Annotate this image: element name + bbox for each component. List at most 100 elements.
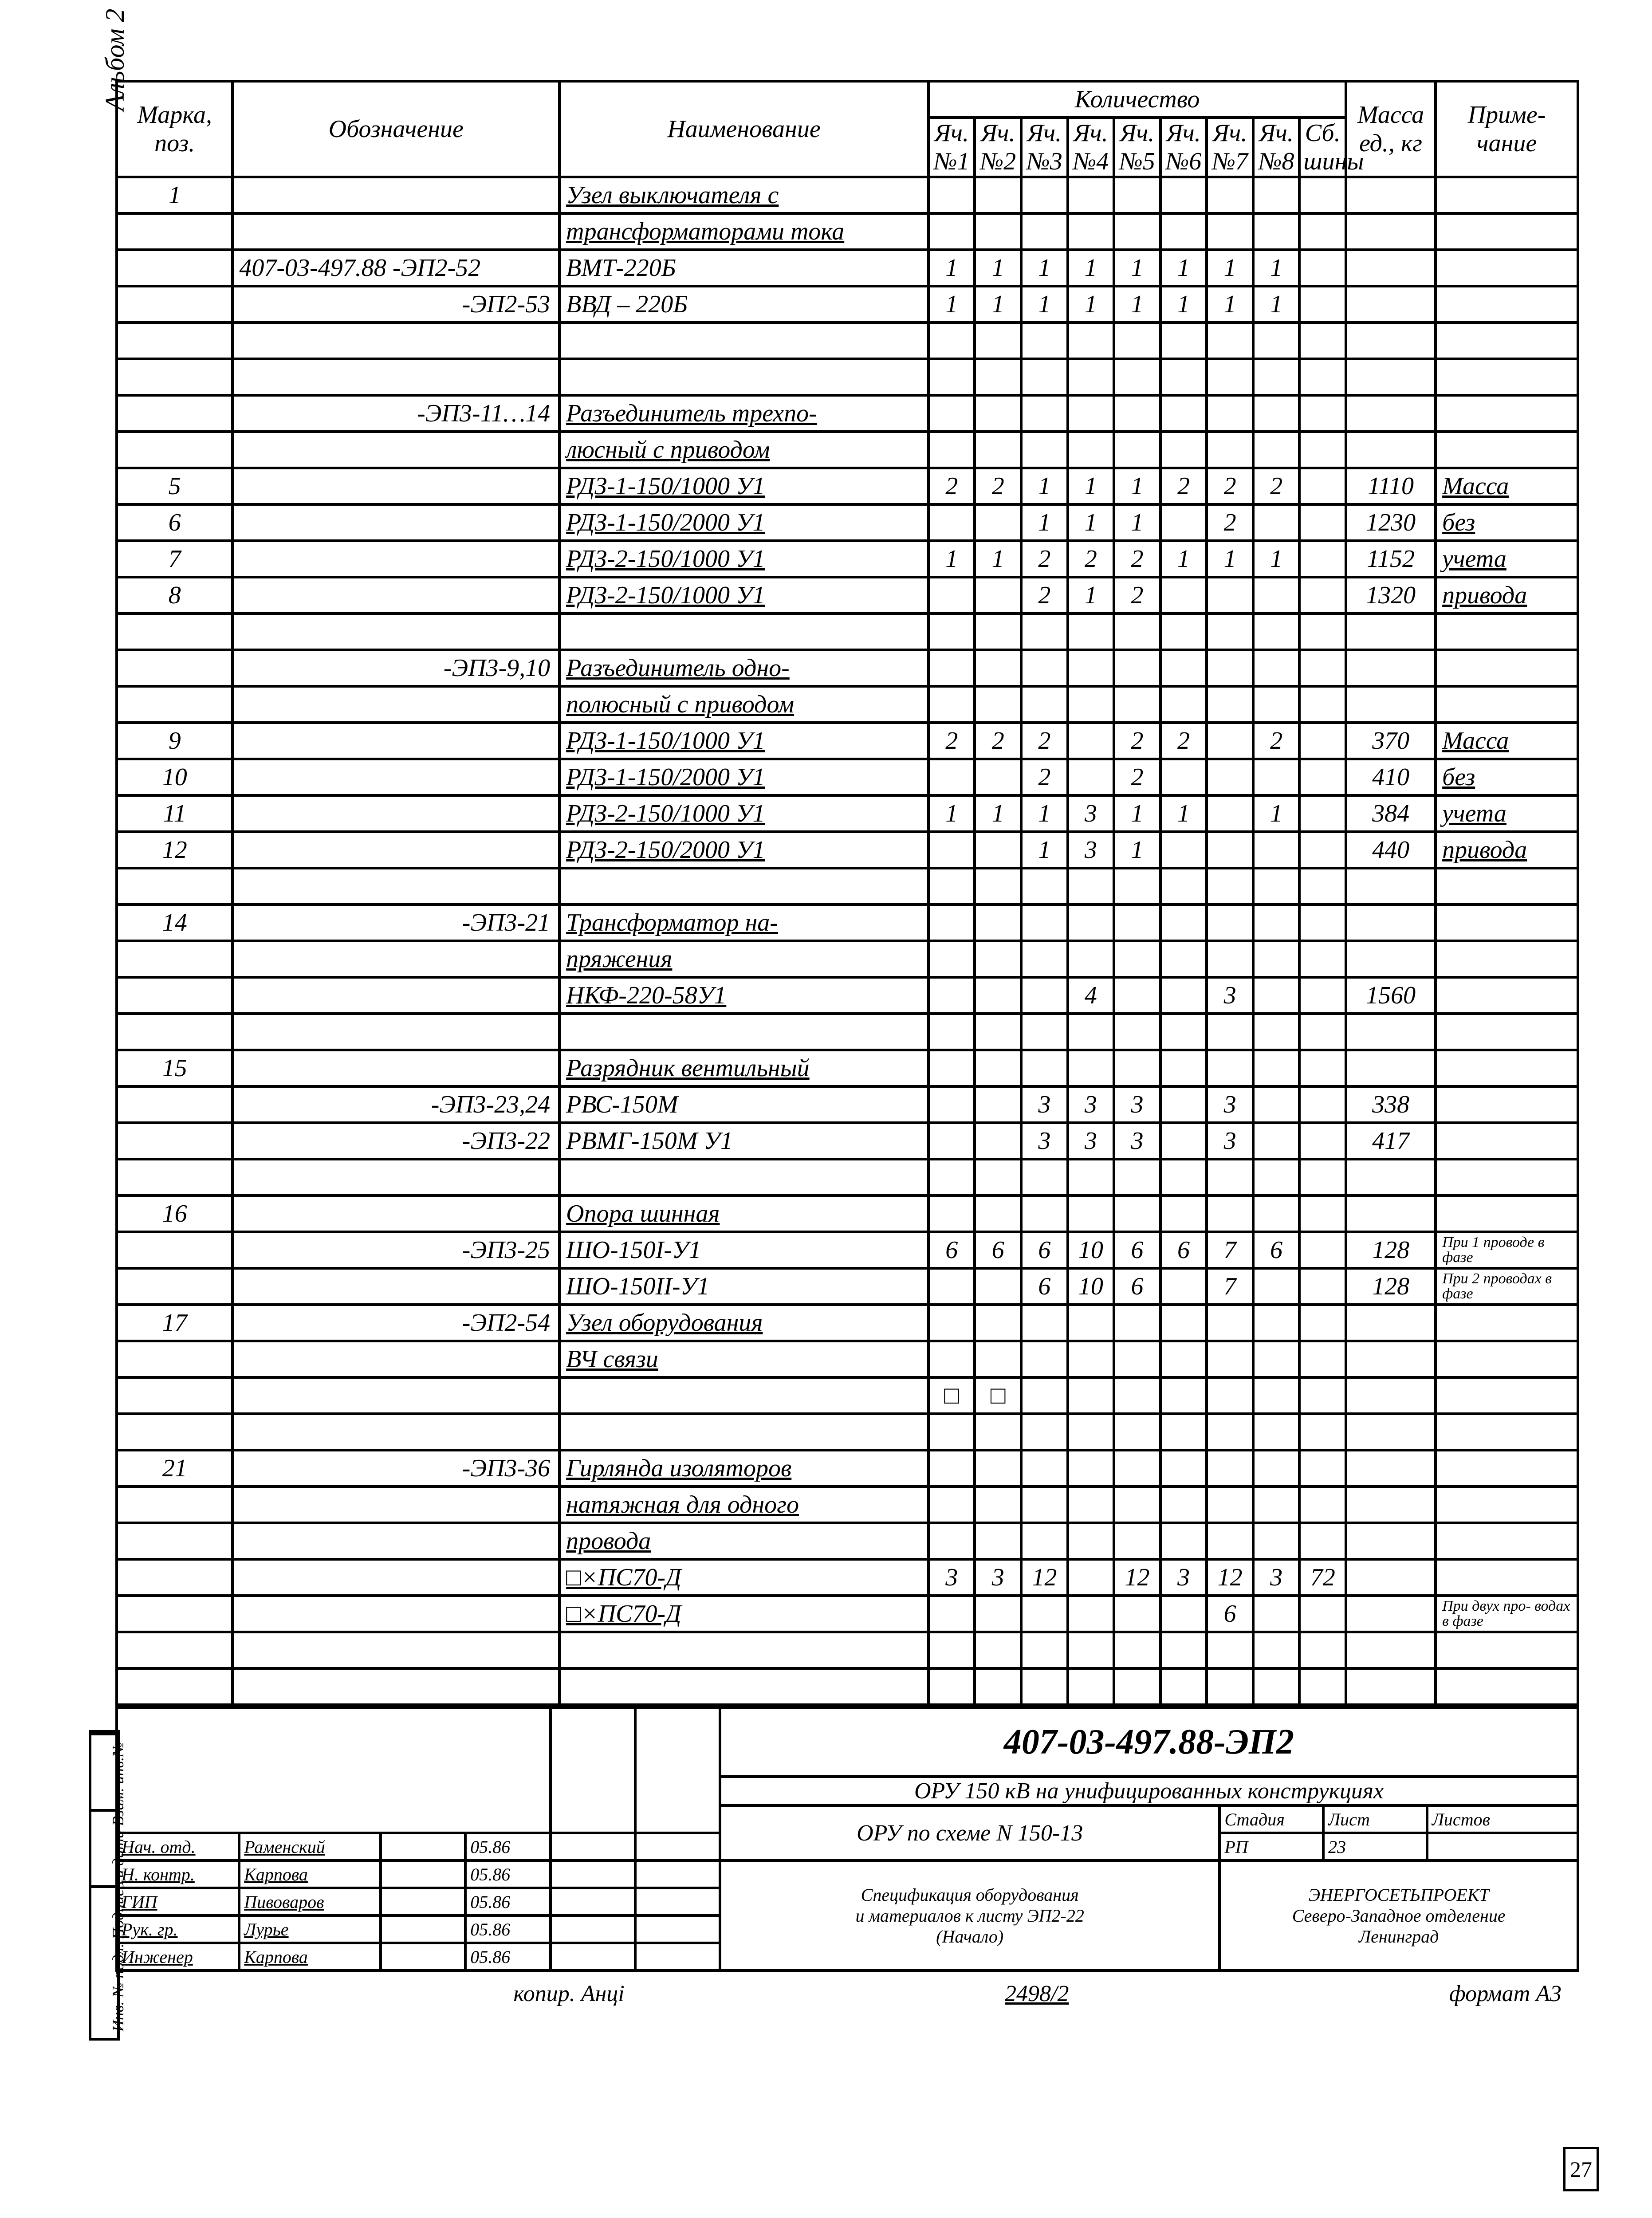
table-row: -ЭП3-9,10Разъединитель одно- <box>117 650 1578 686</box>
table-row: 6РДЗ-1-150/2000 У111121230без <box>117 504 1578 541</box>
tb-line2: ОРУ по схеме N 150-13 <box>720 1805 1219 1860</box>
tb-stage: РП <box>1219 1833 1323 1860</box>
table-row: ШО-150II-У161067128При 2 проводах в фазе <box>117 1268 1578 1305</box>
tb-role-cell <box>551 1943 635 1970</box>
page-number: 27 <box>1563 2147 1599 2191</box>
tb-role-cell: 05.86 <box>465 1943 550 1970</box>
table-row <box>117 1159 1578 1196</box>
table-row <box>117 1668 1578 1705</box>
table-row <box>117 359 1578 395</box>
table-row <box>117 1414 1578 1450</box>
hdr-qty-6: Яч. №7 <box>1207 118 1253 177</box>
table-row: полюсный с приводом <box>117 686 1578 723</box>
table-row: пряжения <box>117 941 1578 977</box>
table-row: 8РДЗ-2-150/1000 У12121320привода <box>117 577 1578 613</box>
tb-role-cell: 05.86 <box>465 1833 550 1860</box>
hdr-name: Наименование <box>559 81 928 177</box>
tb-sheets-h: Листов <box>1427 1805 1578 1833</box>
tb-role-cell <box>551 1833 635 1860</box>
table-row: 16Опора шинная <box>117 1196 1578 1232</box>
hdr-pos: Марка, поз. <box>117 81 232 177</box>
tb-stage-h: Стадия <box>1219 1805 1323 1833</box>
table-row <box>117 1014 1578 1050</box>
table-row <box>117 868 1578 905</box>
tb-role-cell: Пивоваров <box>239 1888 381 1915</box>
table-row: -ЭП2-53ВВД – 220Б11111111 <box>117 286 1578 322</box>
tb-org: ЭНЕРГОСЕТЬПРОЕКТ Северо-Западное отделен… <box>1219 1860 1578 1970</box>
table-row: НКФ-220-58У1431560 <box>117 977 1578 1014</box>
table-row <box>117 1632 1578 1668</box>
table-row: -ЭП3-25ШО-150I-У1666106676128При 1 прово… <box>117 1232 1578 1268</box>
tb-role-cell: 05.86 <box>465 1915 550 1943</box>
table-row: 11РДЗ-2-150/1000 У11113111384учета <box>117 795 1578 832</box>
table-row: 7РДЗ-2-150/1000 У1112221111152учета <box>117 541 1578 577</box>
tb-sheet-h: Лист <box>1323 1805 1427 1833</box>
table-row: провода <box>117 1523 1578 1559</box>
hdr-qty: Количество <box>928 81 1346 118</box>
tb-role-cell <box>381 1860 465 1888</box>
tb-line1: ОРУ 150 кВ на унифицированных конструкци… <box>720 1777 1578 1805</box>
table-row: -ЭП3-22РВМГ-150М У13333417 <box>117 1123 1578 1159</box>
table-row <box>117 322 1578 359</box>
specification-table: Марка, поз. Обозначение Наименование Кол… <box>115 80 1579 1706</box>
title-block: 407-03-497.88-ЭП2 ОРУ 150 кВ на унифицир… <box>115 1706 1579 1972</box>
table-row: 12РДЗ-2-150/2000 У1131440привода <box>117 832 1578 868</box>
tb-role-cell: Н. контр. <box>117 1860 239 1888</box>
table-row <box>117 613 1578 650</box>
tb-role-cell <box>635 1943 720 1970</box>
tb-role-cell: Нач. отд. <box>117 1833 239 1860</box>
table-row: □□ <box>117 1377 1578 1414</box>
tb-role-cell: 05.86 <box>465 1860 550 1888</box>
tb-code: 407-03-497.88-ЭП2 <box>720 1707 1578 1777</box>
tb-role-cell <box>635 1860 720 1888</box>
footer-num: 2498/2 <box>1005 1981 1069 2007</box>
tb-role-cell: Инженер <box>117 1943 239 1970</box>
tb-role-cell <box>381 1915 465 1943</box>
tb-role-cell: Лурье <box>239 1915 381 1943</box>
hdr-qty-3: Яч. №4 <box>1068 118 1114 177</box>
footer-fmt: формат А3 <box>1449 1981 1562 2007</box>
tb-role-cell: Карпова <box>239 1860 381 1888</box>
table-row: 15Разрядник вентильный <box>117 1050 1578 1086</box>
tb-role-cell: Карпова <box>239 1943 381 1970</box>
footer: копир. Анці 2498/2 формат А3 <box>115 1981 1579 2007</box>
tb-role-cell <box>551 1860 635 1888</box>
tb-role-cell <box>381 1888 465 1915</box>
tb-role-cell <box>381 1833 465 1860</box>
hdr-qty-0: Яч. №1 <box>928 118 975 177</box>
tb-sheet: 23 <box>1323 1833 1427 1860</box>
footer-copy: копир. Анці <box>513 1981 624 2007</box>
tb-role-cell: 05.86 <box>465 1888 550 1915</box>
hdr-qty-8: Сб. шины <box>1299 118 1346 177</box>
table-row: люсный с приводом <box>117 432 1578 468</box>
tb-role-cell: Рук. гр. <box>117 1915 239 1943</box>
table-row: 9РДЗ-1-150/1000 У1222222370Масса <box>117 723 1578 759</box>
table-row: -ЭП3-23,24РВС-150М3333338 <box>117 1086 1578 1123</box>
table-row: 14-ЭП3-21Трансформатор на- <box>117 905 1578 941</box>
tb-role-cell <box>635 1833 720 1860</box>
table-row: трансформаторами тока <box>117 213 1578 250</box>
table-row: 5РДЗ-1-150/1000 У1221112221110Масса <box>117 468 1578 504</box>
table-row: 407-03-497.88 -ЭП2-52ВМТ-220Б11111111 <box>117 250 1578 286</box>
table-row: 10РДЗ-1-150/2000 У122410без <box>117 759 1578 795</box>
album-label: Альбом 2 <box>100 8 130 111</box>
tb-desc: Спецификация оборудования и материалов к… <box>720 1860 1219 1970</box>
hdr-qty-7: Яч. №8 <box>1253 118 1300 177</box>
tb-role-cell <box>551 1915 635 1943</box>
tb-role-cell: Раменский <box>239 1833 381 1860</box>
hdr-qty-5: Яч. №6 <box>1160 118 1207 177</box>
table-row: -ЭП3-11…14Разъединитель трехпо- <box>117 395 1578 432</box>
hdr-des: Обозначение <box>232 81 559 177</box>
tb-role-cell <box>635 1888 720 1915</box>
hdr-note: Приме- чание <box>1436 81 1578 177</box>
table-row: 21-ЭП3-36Гирлянда изоляторов <box>117 1450 1578 1487</box>
tb-role-cell <box>551 1888 635 1915</box>
table-row: натяжная для одного <box>117 1487 1578 1523</box>
hdr-qty-1: Яч. №2 <box>975 118 1021 177</box>
hdr-qty-4: Яч. №5 <box>1114 118 1160 177</box>
tb-role-cell <box>381 1943 465 1970</box>
tb-role-cell: ГИП <box>117 1888 239 1915</box>
tb-sheets <box>1427 1833 1578 1860</box>
tb-role-cell <box>635 1915 720 1943</box>
table-row: 1Узел выключателя с <box>117 177 1578 213</box>
